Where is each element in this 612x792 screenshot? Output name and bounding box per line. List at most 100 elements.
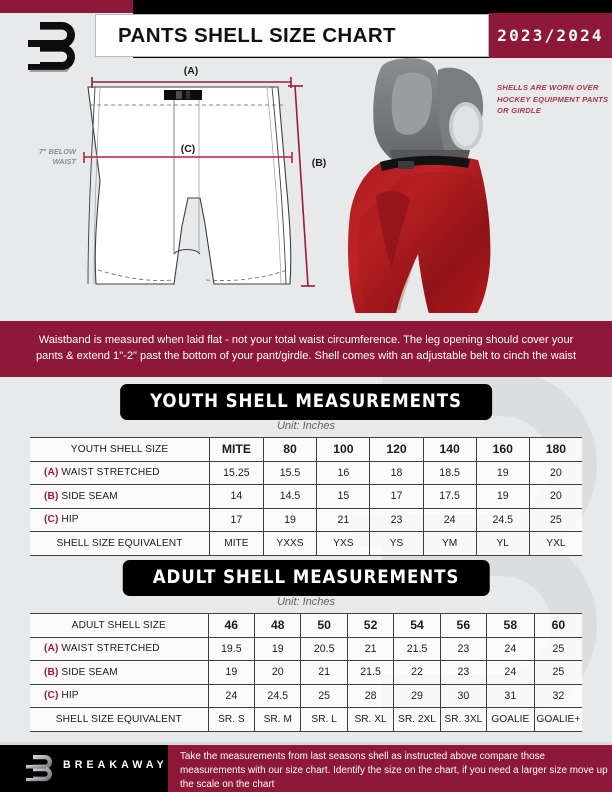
footer-text-panel bbox=[168, 745, 612, 792]
size-header-cell: 50 bbox=[300, 613, 348, 637]
youth-unit-label: Unit: Inches bbox=[276, 420, 336, 432]
measurement-cell: 24 bbox=[208, 683, 256, 708]
measurement-cell: 24 bbox=[486, 660, 535, 684]
table-row: (B) SIDE SEAM 14 14.5 15 17 17.5 19 20 bbox=[30, 484, 582, 508]
measurement-cell: 24.5 bbox=[476, 507, 530, 532]
measurement-label: (C) HIP bbox=[30, 507, 211, 532]
measurement-cell: 18.5 bbox=[423, 460, 477, 485]
measurement-cell: 20.5 bbox=[300, 636, 348, 661]
measurement-label: (A) WAIST STRETCHED bbox=[30, 636, 209, 661]
equivalent-label: SHELL SIZE EQUIVALENT bbox=[30, 707, 209, 732]
adult-section-title: ADULT SHELL MEASUREMENTS bbox=[122, 560, 490, 596]
adult-measurements-table: ADULT SHELL SIZE 46 48 50 52 54 56 58 60 (A) WAIS… bbox=[30, 613, 582, 732]
equivalent-cell: YXS bbox=[316, 531, 371, 556]
youth-measurements-table: YOUTH SHELL SIZE MITE 80 100 120 140 160 180 (A)… bbox=[30, 437, 582, 556]
svg-text:(C): (C) bbox=[181, 143, 196, 155]
equivalent-label: SHELL SIZE EQUIVALENT bbox=[30, 531, 211, 556]
equivalent-row: SHELL SIZE EQUIVALENT SR. S SR. M SR. L SR. … bbox=[30, 707, 582, 732]
table-header-row: ADULT SHELL SIZE 46 48 50 52 54 56 58 60 bbox=[30, 613, 582, 637]
equivalent-cell: SR. 3XL bbox=[440, 707, 487, 732]
page-title: PANTS SHELL SIZE CHART bbox=[118, 23, 396, 47]
size-header-label: YOUTH SHELL SIZE bbox=[30, 437, 211, 461]
header-band-accent bbox=[489, 13, 612, 58]
measurement-cell: 18 bbox=[369, 460, 424, 485]
header-top-strip bbox=[0, 0, 612, 13]
measurement-cell: 15.5 bbox=[263, 460, 318, 485]
measurement-cell: 15.25 bbox=[209, 460, 264, 485]
measurement-label: (B) SIDE SEAM bbox=[30, 484, 211, 508]
measurement-cell: 19 bbox=[254, 636, 302, 661]
size-header-cell: 60 bbox=[534, 613, 582, 637]
size-header-cell: 100 bbox=[316, 437, 371, 461]
measurement-cell: 17 bbox=[369, 484, 424, 508]
measurement-cell: 24 bbox=[423, 507, 477, 532]
equivalent-cell: SR. S bbox=[208, 707, 256, 732]
measurement-cell: 19 bbox=[476, 460, 530, 485]
measurement-cell: 25 bbox=[529, 507, 582, 532]
measurement-cell: 24.5 bbox=[254, 683, 302, 708]
measurement-cell: 19 bbox=[476, 484, 530, 508]
measurement-label: (A) WAIST STRETCHED bbox=[30, 460, 211, 485]
measurement-cell: 25 bbox=[300, 683, 348, 708]
measurement-label: (C) HIP bbox=[30, 683, 209, 708]
below-waist-note: 7" BELOW WAIST bbox=[38, 147, 76, 166]
measurement-cell: 17.5 bbox=[423, 484, 477, 508]
measurement-cell: 31 bbox=[486, 683, 535, 708]
size-header-cell: 46 bbox=[208, 613, 256, 637]
footer-divider bbox=[0, 742, 612, 745]
measurement-cell: 23 bbox=[440, 636, 487, 661]
equivalent-cell: YXXS bbox=[263, 531, 318, 556]
equivalent-cell: SR. L bbox=[300, 707, 348, 732]
measurement-key: (C) bbox=[44, 514, 59, 526]
table-header-row: YOUTH SHELL SIZE MITE 80 100 120 140 160 180 bbox=[30, 437, 582, 461]
measurement-cell: 25 bbox=[534, 636, 582, 661]
youth-section-title: YOUTH SHELL MEASUREMENTS bbox=[120, 384, 492, 420]
measurement-cell: 22 bbox=[393, 660, 441, 684]
footer-brand-name: BREAKAWAY bbox=[63, 759, 168, 771]
measurement-key: (C) bbox=[44, 690, 59, 702]
table-row: (A) WAIST STRETCHED 15.25 15.5 16 18 18.5 19 20 bbox=[30, 460, 582, 485]
size-header-label: ADULT SHELL SIZE bbox=[30, 613, 209, 637]
svg-text:(B): (B) bbox=[312, 157, 327, 169]
measurement-cell: 17 bbox=[209, 507, 264, 532]
measurement-cell: 19 bbox=[263, 507, 318, 532]
measurement-cell: 21.5 bbox=[347, 660, 395, 684]
equivalent-cell: SR. 2XL bbox=[393, 707, 441, 732]
equivalent-cell: YS bbox=[369, 531, 424, 556]
measurement-cell: 25 bbox=[534, 660, 582, 684]
measurement-cell: 21 bbox=[347, 636, 395, 661]
measurement-cell: 28 bbox=[347, 683, 395, 708]
measurement-key: (B) bbox=[44, 490, 59, 502]
photo-note: SHELLS ARE WORN OVER HOCKEY EQUIPMENT PA… bbox=[497, 83, 609, 115]
size-header-cell: 80 bbox=[263, 437, 318, 461]
adult-unit-label: Unit: Inches bbox=[276, 596, 336, 608]
season-badge: 2023/2024 bbox=[497, 26, 604, 45]
measurement-cell: 16 bbox=[316, 460, 371, 485]
measurement-cell: 23 bbox=[369, 507, 424, 532]
page-title-box: PANTS SHELL SIZE CHART bbox=[95, 14, 489, 57]
equivalent-cell: GOALIE+ bbox=[534, 707, 582, 732]
measurement-cell: 14 bbox=[209, 484, 264, 508]
equivalent-cell: YL bbox=[476, 531, 530, 556]
header-top-strip-accent bbox=[0, 0, 133, 13]
measurement-cell: 29 bbox=[393, 683, 441, 708]
footer-logo-icon bbox=[22, 753, 56, 784]
equivalent-cell: SR. XL bbox=[347, 707, 395, 732]
size-header-cell: MITE bbox=[209, 437, 264, 461]
table-row: (B) SIDE SEAM 19 20 21 21.5 22 23 24 25 bbox=[30, 660, 582, 684]
measurement-cell: 15 bbox=[316, 484, 371, 508]
size-header-cell: 52 bbox=[347, 613, 395, 637]
table-row: (C) HIP 17 19 21 23 24 24.5 25 bbox=[30, 507, 582, 532]
measurement-cell: 23 bbox=[440, 660, 487, 684]
size-header-cell: 120 bbox=[369, 437, 424, 461]
measurement-key: (B) bbox=[44, 666, 59, 678]
size-header-cell: 56 bbox=[440, 613, 487, 637]
measurement-cell: 19.5 bbox=[208, 636, 256, 661]
measurement-cell: 21 bbox=[316, 507, 371, 532]
equivalent-cell: SR. M bbox=[254, 707, 302, 732]
equivalent-cell: YXL bbox=[529, 531, 582, 556]
measurement-cell: 21.5 bbox=[393, 636, 441, 661]
illustration-area: (A) (B) (C) bbox=[0, 58, 612, 313]
measurement-cell: 20 bbox=[254, 660, 302, 684]
